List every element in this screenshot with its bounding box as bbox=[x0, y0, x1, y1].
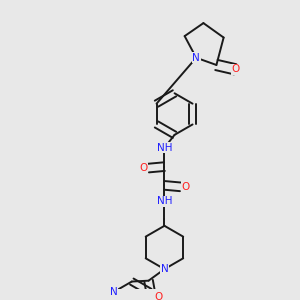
Text: NH: NH bbox=[157, 143, 172, 153]
Text: O: O bbox=[154, 292, 163, 300]
Text: O: O bbox=[139, 163, 148, 173]
Text: N: N bbox=[192, 53, 200, 63]
Text: O: O bbox=[231, 64, 239, 74]
Text: N: N bbox=[110, 287, 118, 297]
Text: O: O bbox=[182, 182, 190, 192]
Text: NH: NH bbox=[157, 196, 172, 206]
Text: N: N bbox=[160, 264, 168, 274]
